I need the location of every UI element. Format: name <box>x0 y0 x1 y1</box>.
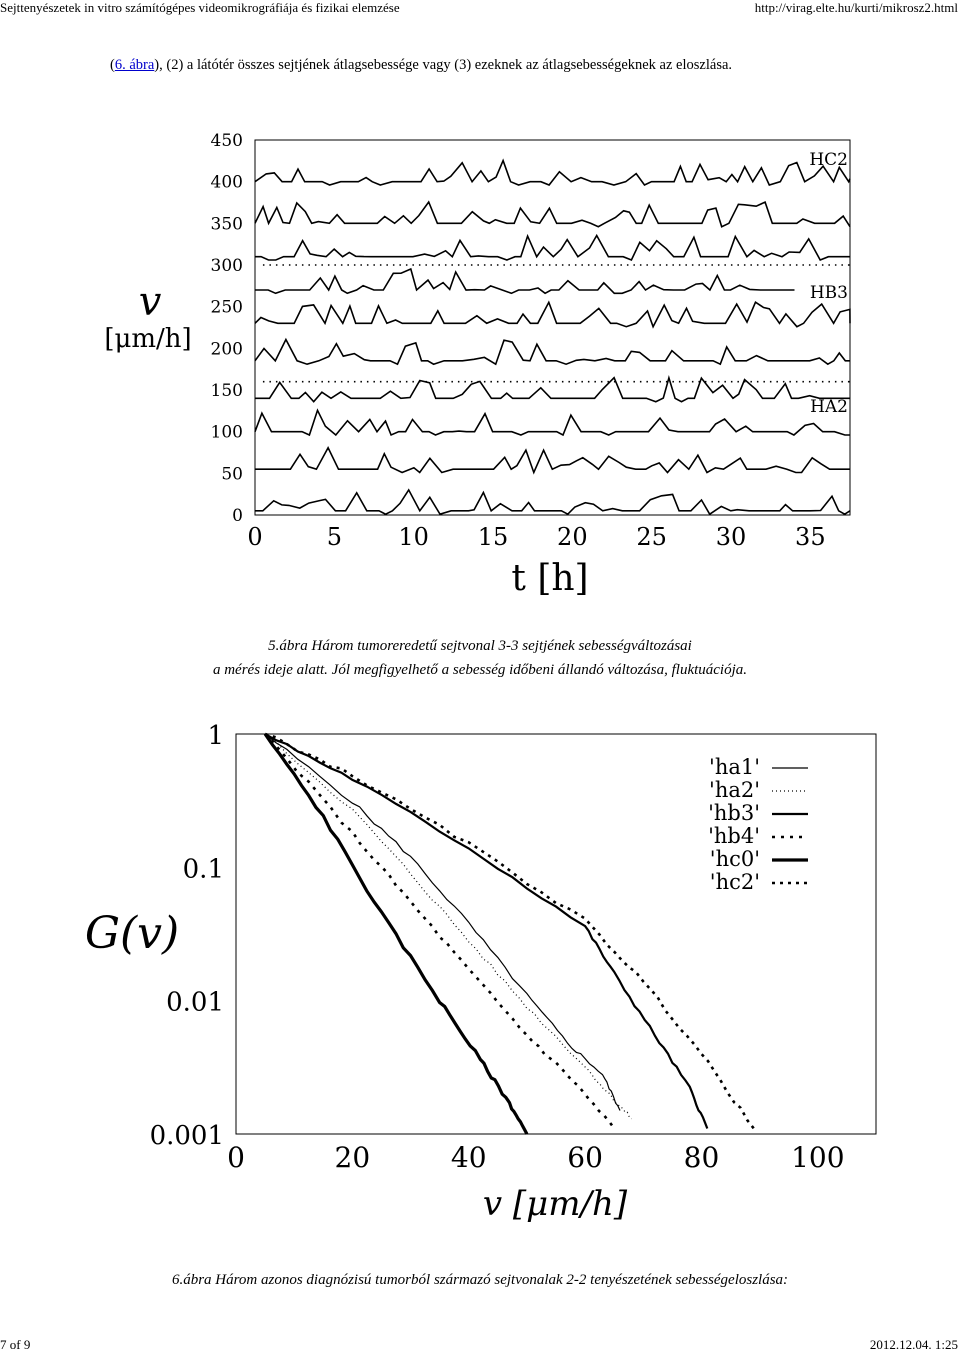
figure-6-legend-label: 'hc0' <box>710 847 760 871</box>
figure-5-velocity-trace <box>254 158 851 187</box>
figure-6-series-hb4 <box>264 733 616 1130</box>
figure-5-ytick-label: 50 <box>221 464 243 484</box>
figure-6-legend-label: 'hb3' <box>708 801 760 825</box>
figure-5-ytick-label: 450 <box>211 131 243 151</box>
figure-5-chart: 0 50 100 150 200 250 300 350 400 450 0 5 10 15 20 25 30… <box>104 131 851 599</box>
figure-5-xtick-label: 5 <box>327 523 342 551</box>
figure-6-link[interactable]: 6. ábra <box>114 57 155 73</box>
figure-5-ytick-label: 350 <box>211 214 243 234</box>
figure-5-xtick-label: 25 <box>636 523 667 551</box>
figure-5-ytick-label: 100 <box>211 423 243 443</box>
figure-5-group-label: HB3 <box>810 283 848 303</box>
figure-6-xtick-label: 40 <box>451 1141 487 1174</box>
figure-6-legend-label: 'hb4' <box>708 824 760 848</box>
figure-6-series-hc0 <box>263 733 529 1135</box>
intro-text: (6. ábra), (2) a látótér összes sejtjéne… <box>110 57 732 74</box>
figure-5-ytick-label: 0 <box>232 506 243 526</box>
figure-6-chart: 10.10.010.001 0 20 40 60 80 100 'ha1''ha2''hb… <box>85 721 877 1224</box>
figure-6-xtick-label: 60 <box>567 1141 603 1174</box>
figure-5-caption-line2: a mérés ideje alatt. Jól megfigyelhető a… <box>212 662 748 678</box>
footer-datetime: 2012.12.04. 1:25 <box>869 1337 958 1352</box>
figure-5-group-label: HC2 <box>809 150 848 170</box>
figure-6-caption: 6.ábra Három azonos diagnózisú tumorból … <box>171 1272 789 1288</box>
figure-5-ytick-label: 250 <box>211 298 243 318</box>
figure-5-xtick-label: 35 <box>795 523 826 551</box>
figure-5-y-label: v <box>139 279 162 325</box>
figure-5-ytick-label: 150 <box>211 381 243 401</box>
figure-6-legend-label: 'ha2' <box>709 778 760 802</box>
figure-6-legend-label: 'ha1' <box>709 755 760 779</box>
figure-6-series-ha1 <box>264 733 621 1111</box>
figure-5-velocity-trace <box>254 337 850 366</box>
figure-6-series-hc2 <box>264 732 755 1130</box>
figure-5-velocity-trace <box>255 375 850 403</box>
figure-5-velocity-trace <box>254 200 851 228</box>
figure-5-group-label: HA2 <box>810 397 848 417</box>
figure-6-xtick-label: 0 <box>227 1141 245 1174</box>
figure-6-series-ha2 <box>264 733 632 1120</box>
figure-5-velocity-trace <box>255 446 850 475</box>
figure-5-xtick-label: 10 <box>398 523 429 551</box>
figure-5-ytick-label: 400 <box>211 173 243 193</box>
figure-6-ytick-label: 0.01 <box>166 988 224 1018</box>
figure-6-ytick-label: 1 <box>207 721 224 751</box>
figure-5-velocity-trace <box>255 267 795 295</box>
figure-5-caption-line1: 5.ábra Három tumoreredetű sejtvonal 3-3 … <box>268 638 692 654</box>
figure-5-velocity-trace <box>255 233 850 262</box>
figure-6-ytick-label: 0.001 <box>150 1121 224 1151</box>
figure-5-xtick-label: 30 <box>716 523 747 551</box>
figure-6-plot-frame <box>235 733 877 1135</box>
figure-6-legend-label: 'hc2' <box>710 870 760 894</box>
figure-6-ytick-label: 0.1 <box>183 854 224 884</box>
figure-6-xtick-label: 100 <box>791 1141 844 1174</box>
figure-5-ytick-label: 300 <box>211 256 243 276</box>
intro-open-paren: ( <box>110 57 115 73</box>
figure-6-xtick-label: 80 <box>684 1141 720 1174</box>
figure-5-velocity-trace <box>255 488 851 516</box>
figure-5-x-label: t [h] <box>511 558 588 599</box>
figure-5-plot-frame <box>254 139 851 516</box>
figure-5-xtick-label: 15 <box>478 523 509 551</box>
figure-6-x-label: v [μm/h] <box>483 1184 628 1224</box>
figure-5-y-unit: [μm/h] <box>104 324 191 354</box>
figure-5-xtick-label: 0 <box>247 523 262 551</box>
figure-6-y-label: G(v) <box>85 908 179 959</box>
intro-rest: ), (2) a látótér összes sejtjének átlags… <box>154 57 733 73</box>
figure-5-velocity-trace <box>254 408 850 437</box>
figure-6-series-hb3 <box>264 733 709 1129</box>
footer-page-number: 7 of 9 <box>0 1337 31 1352</box>
figure-5-xtick-label: 20 <box>557 523 588 551</box>
page-header-title: Sejttenyészetek in vitro számítógépes vi… <box>0 0 400 15</box>
figure-6-xtick-label: 20 <box>335 1141 371 1174</box>
figure-5-velocity-trace <box>254 300 851 329</box>
page-header-url[interactable]: http://virag.elte.hu/kurti/mikrosz2.html <box>754 0 958 15</box>
figure-5-ytick-label: 200 <box>211 339 243 359</box>
